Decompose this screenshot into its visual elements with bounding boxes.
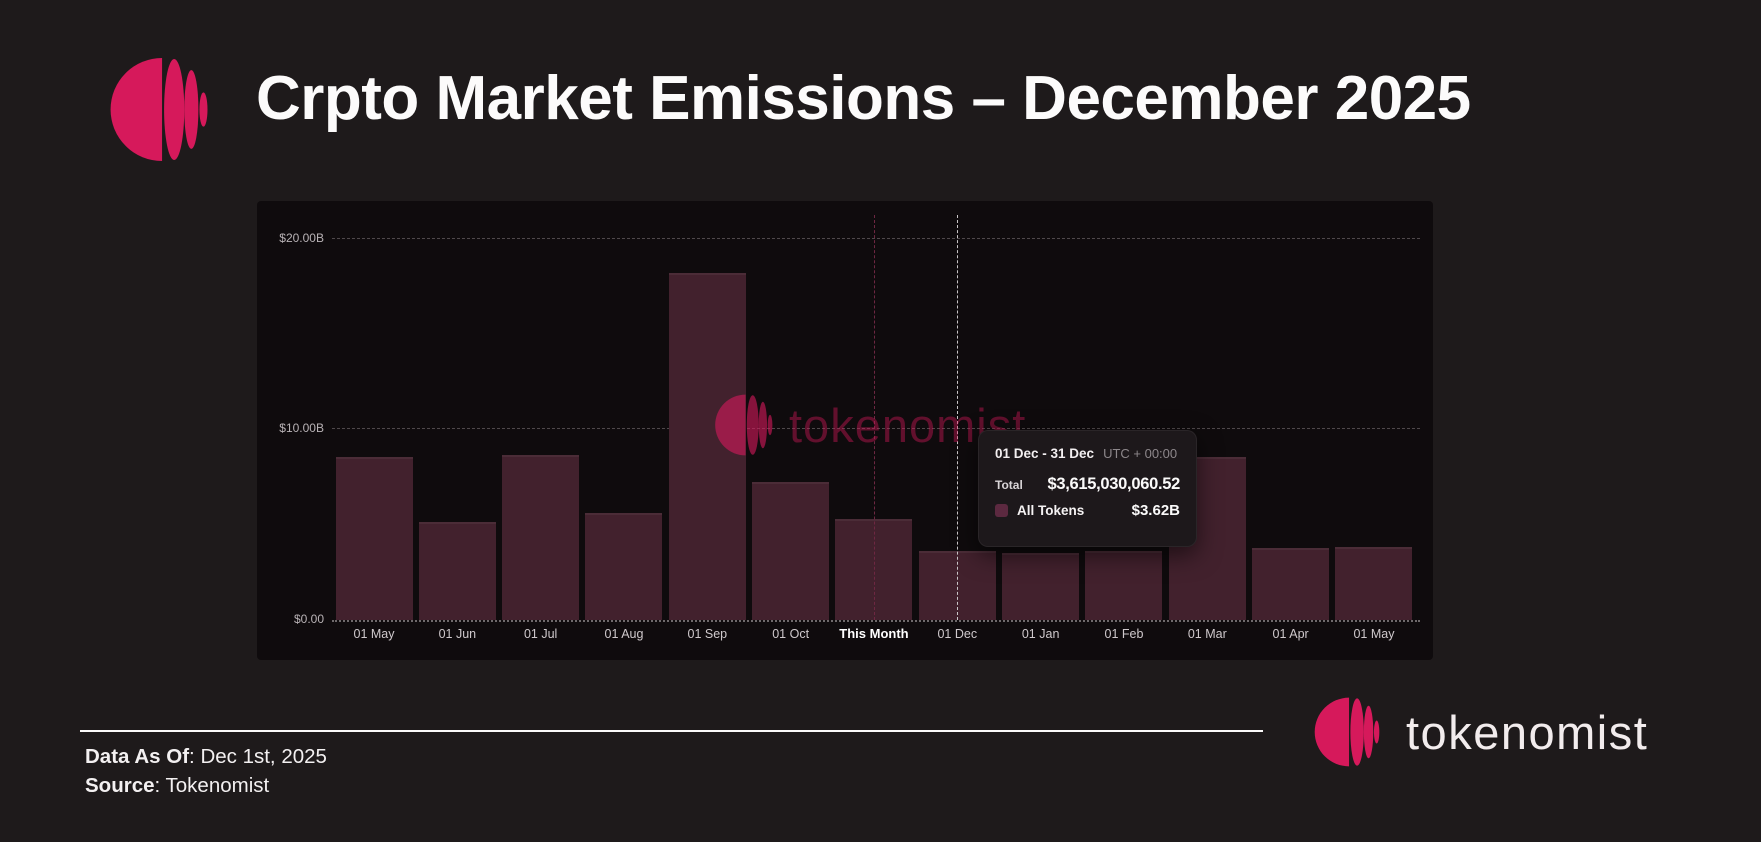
hover-date-line bbox=[957, 215, 958, 620]
gridline-20b bbox=[332, 238, 1420, 239]
bar-01-jul[interactable] bbox=[502, 455, 580, 620]
chart-tooltip: 01 Dec - 31 Dec UTC + 00:00 Total $3,615… bbox=[978, 430, 1197, 547]
x-tick-01-sep: 01 Sep bbox=[687, 627, 728, 641]
x-tick-01-dec: 01 Dec bbox=[937, 627, 978, 641]
footer-meta: Data As Of: Dec 1st, 2025 Source: Tokeno… bbox=[85, 742, 327, 800]
tokenomist-logo-icon bbox=[1314, 697, 1380, 767]
bar-01-apr[interactable] bbox=[1252, 548, 1330, 620]
page-title: Crpto Market Emissions – December 2025 bbox=[256, 64, 1471, 133]
x-tick-01-jan: 01 Jan bbox=[1021, 627, 1060, 641]
bar-01-sep[interactable] bbox=[668, 273, 746, 620]
footer-divider bbox=[80, 730, 1263, 732]
y-tick-10b: $10.00B bbox=[279, 421, 324, 435]
x-tick-01-feb: 01 Feb bbox=[1104, 627, 1144, 641]
bar-this-month[interactable] bbox=[835, 519, 913, 620]
tooltip-total-label: Total bbox=[995, 477, 1023, 492]
x-tick-this-month: This Month bbox=[839, 626, 909, 641]
x-tick-01-jun: 01 Jun bbox=[438, 627, 477, 641]
tooltip-series-label: All Tokens bbox=[1017, 503, 1085, 518]
x-tick-01-may: 01 May bbox=[353, 627, 395, 641]
bar-01-feb[interactable] bbox=[1085, 551, 1163, 620]
x-tick-01-oct: 01 Oct bbox=[772, 627, 810, 641]
current-month-marker-line bbox=[874, 215, 875, 620]
source-line: Source: Tokenomist bbox=[85, 771, 327, 800]
bar-01-jan[interactable] bbox=[1002, 553, 1080, 620]
bar-01-oct[interactable] bbox=[752, 482, 830, 620]
x-tick-01-mar: 01 Mar bbox=[1187, 627, 1227, 641]
source-value: : Tokenomist bbox=[154, 774, 270, 797]
emissions-bar-chart[interactable]: $20.00B $10.00B $0.00 tokenomist 01 Dec … bbox=[257, 201, 1433, 660]
x-tick-01-aug: 01 Aug bbox=[604, 627, 644, 641]
tooltip-total-value: $3,615,030,060.52 bbox=[1047, 475, 1180, 493]
bar-01-jun[interactable] bbox=[418, 522, 496, 620]
x-tick-01-jul: 01 Jul bbox=[523, 627, 558, 641]
footer-brand: tokenomist bbox=[1308, 697, 1648, 767]
data-as-of-line: Data As Of: Dec 1st, 2025 bbox=[85, 742, 327, 771]
data-as-of-label: Data As Of bbox=[85, 745, 190, 768]
x-tick-01-apr: 01 Apr bbox=[1272, 627, 1309, 641]
tooltip-date-range: 01 Dec - 31 Dec bbox=[995, 446, 1095, 461]
footer-brand-wordmark: tokenomist bbox=[1406, 705, 1649, 759]
source-label: Source bbox=[85, 774, 155, 797]
bar-01-aug[interactable] bbox=[585, 513, 663, 620]
tooltip-timezone: UTC + 00:00 bbox=[1103, 446, 1178, 461]
x-axis-line bbox=[332, 620, 1420, 622]
bar-01-may[interactable] bbox=[335, 457, 413, 620]
y-tick-20b: $20.00B bbox=[279, 231, 324, 245]
x-tick-01-may: 01 May bbox=[1353, 627, 1395, 641]
data-as-of-value: : Dec 1st, 2025 bbox=[189, 745, 327, 768]
series-swatch-icon bbox=[995, 504, 1008, 517]
y-tick-0: $0.00 bbox=[293, 612, 324, 626]
bar-01-may[interactable] bbox=[1335, 547, 1413, 620]
tooltip-series-value: $3.62B bbox=[1131, 502, 1180, 519]
gridline-10b bbox=[332, 428, 1420, 429]
tokenomist-logo-icon bbox=[110, 58, 208, 161]
